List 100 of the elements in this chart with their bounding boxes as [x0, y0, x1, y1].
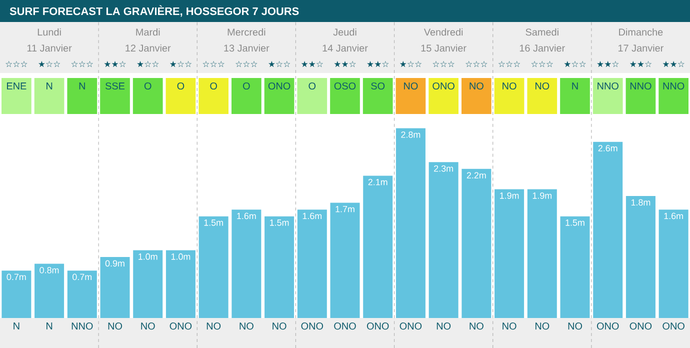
data-label: 1.9m	[500, 192, 519, 199]
text: ☆☆☆	[71, 60, 93, 67]
text: OSO	[334, 82, 356, 90]
data-label: 1.6m	[237, 212, 256, 219]
bar	[198, 216, 228, 318]
x-tick-label: N	[14, 322, 20, 330]
text: ★☆☆	[400, 60, 422, 67]
text: ★★☆	[104, 60, 126, 67]
text: ★☆☆	[564, 60, 586, 67]
bar	[428, 162, 458, 318]
text: N	[46, 82, 52, 90]
text: SO	[371, 82, 385, 90]
text: Mercredi	[228, 28, 266, 36]
bar	[396, 128, 426, 318]
data-label: 1.0m	[138, 253, 158, 260]
bar	[133, 250, 163, 318]
text: O	[308, 82, 316, 90]
x-tick-label: ONO	[334, 322, 356, 330]
text: ★★☆	[367, 60, 389, 67]
text: O	[177, 82, 184, 90]
data-label: 1.5m	[204, 219, 223, 226]
text: 13 Janvier	[224, 44, 270, 52]
bar	[166, 250, 196, 318]
x-tick-label: ONO	[301, 322, 324, 330]
data-label: 1.0m	[171, 253, 190, 260]
data-label: 0.7m	[6, 274, 26, 280]
text: ONO	[432, 82, 454, 90]
x-tick-label: NNO	[72, 322, 93, 330]
text: ☆☆☆	[466, 60, 488, 67]
text: 14 Janvier	[322, 44, 368, 52]
text: NNO	[663, 82, 684, 90]
x-tick-label: NO	[206, 322, 221, 330]
data-label: 1.8m	[631, 199, 650, 206]
bar	[560, 216, 590, 318]
text: NNO	[630, 82, 652, 90]
text: 16 Janvier	[520, 44, 565, 52]
text: NO	[535, 82, 550, 90]
text: Vendredi	[424, 28, 463, 36]
text: O	[210, 82, 217, 90]
text: ★☆☆	[268, 60, 290, 67]
x-tick-label: ONO	[662, 322, 684, 330]
text: ★☆☆	[170, 60, 192, 67]
text: Dimanche	[619, 28, 663, 36]
text: ONO	[268, 82, 290, 90]
x-tick-label: NO	[470, 322, 484, 330]
bar	[658, 209, 688, 318]
x-tick-label: ONO	[596, 322, 619, 330]
x-tick-label: NO	[240, 322, 254, 330]
text: Samedi	[526, 28, 558, 36]
data-label: 1.5m	[270, 219, 289, 226]
bar	[330, 202, 360, 318]
text: 15 Janvier	[421, 44, 466, 52]
x-tick-label: NO	[502, 322, 516, 330]
data-label: 1.6m	[302, 212, 322, 219]
data-label: 2.1m	[368, 178, 388, 186]
data-label: 2.2m	[466, 172, 486, 178]
text: Jeudi	[333, 28, 356, 36]
text: ★☆☆	[38, 60, 60, 67]
text: NNO	[598, 82, 618, 90]
data-label: 1.5m	[566, 219, 584, 226]
bar	[593, 142, 623, 318]
x-tick-label: NO	[272, 322, 286, 330]
x-tick-label: NO	[436, 322, 451, 330]
data-label: 0.8m	[40, 266, 59, 274]
x-tick-label: NO	[568, 322, 582, 330]
text: 12 Janvier	[126, 44, 171, 52]
bar	[363, 176, 393, 318]
text: 11 Janvier	[27, 44, 72, 52]
text: ☆☆☆	[6, 60, 28, 67]
text: SURF FORECAST LA GRAVIÈRE, HOSSEGOR 7 JOURS	[10, 5, 299, 17]
bar	[34, 264, 64, 318]
text: N	[79, 82, 85, 90]
x-tick-label: ONO	[400, 322, 422, 330]
bar	[2, 270, 32, 318]
bar	[626, 196, 656, 318]
data-label: 1.9m	[532, 192, 552, 199]
bar	[232, 209, 262, 318]
bar	[67, 270, 97, 318]
text: ★★☆	[662, 60, 684, 67]
data-label: 1.6m	[664, 212, 683, 219]
text: NO	[404, 82, 418, 90]
x-tick-label: NO	[535, 322, 550, 330]
data-label: 2.3m	[434, 165, 453, 172]
text: NO	[502, 82, 516, 90]
x-tick-label: ONO	[630, 322, 652, 330]
text: ★☆☆	[137, 60, 159, 67]
data-label: 2.8m	[401, 131, 420, 138]
text: ☆☆☆	[432, 60, 454, 67]
bar	[100, 256, 130, 318]
bar	[494, 189, 524, 318]
text: ENE	[7, 82, 26, 90]
data-label: 2.6m	[598, 144, 618, 152]
text: ★★☆	[301, 60, 323, 67]
text: Mardi	[136, 28, 160, 36]
text: ★★☆	[334, 60, 356, 67]
text: ☆☆☆	[531, 60, 553, 67]
text: NO	[470, 82, 484, 90]
data-label: 1.7m	[336, 206, 354, 212]
x-tick-label: NO	[108, 322, 122, 330]
text: ★★☆	[597, 60, 619, 67]
